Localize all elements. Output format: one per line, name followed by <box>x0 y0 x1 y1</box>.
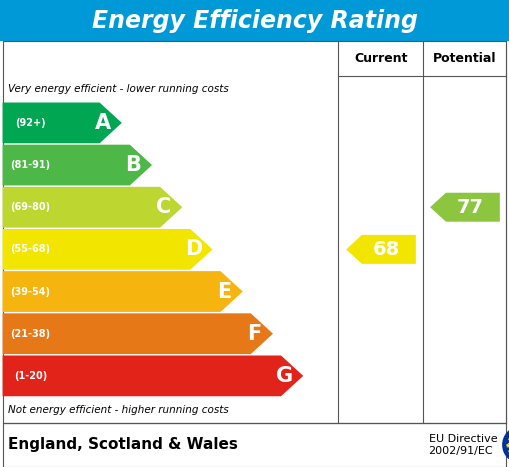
Text: Energy Efficiency Rating: Energy Efficiency Rating <box>92 8 417 33</box>
Text: Very energy efficient - lower running costs: Very energy efficient - lower running co… <box>8 84 229 94</box>
Text: 68: 68 <box>373 240 400 259</box>
Text: (39-54): (39-54) <box>11 287 50 297</box>
Polygon shape <box>430 193 500 222</box>
Text: (69-80): (69-80) <box>11 202 50 212</box>
Text: Not energy efficient - higher running costs: Not energy efficient - higher running co… <box>8 405 229 415</box>
Polygon shape <box>3 187 182 227</box>
Polygon shape <box>3 271 243 312</box>
Text: EU Directive
2002/91/EC: EU Directive 2002/91/EC <box>429 434 497 456</box>
Bar <box>3 41 506 423</box>
Text: (21-38): (21-38) <box>11 329 50 339</box>
Text: D: D <box>185 240 202 259</box>
Text: (81-91): (81-91) <box>11 160 50 170</box>
Text: E: E <box>217 282 231 302</box>
Text: G: G <box>276 366 293 386</box>
Text: A: A <box>95 113 111 133</box>
Text: Potential: Potential <box>433 52 497 65</box>
Polygon shape <box>346 235 416 264</box>
Text: 77: 77 <box>457 198 484 217</box>
Polygon shape <box>3 313 273 354</box>
Polygon shape <box>3 145 152 185</box>
Text: C: C <box>156 197 171 217</box>
Text: B: B <box>125 155 141 175</box>
Polygon shape <box>3 355 303 396</box>
Polygon shape <box>3 229 213 270</box>
Bar <box>3 423 506 467</box>
Ellipse shape <box>502 426 509 463</box>
Text: Current: Current <box>354 52 408 65</box>
Bar <box>0 0 509 41</box>
Text: (55-68): (55-68) <box>11 244 50 255</box>
Text: (92+): (92+) <box>15 118 46 128</box>
Text: F: F <box>247 324 261 344</box>
Text: England, Scotland & Wales: England, Scotland & Wales <box>8 437 238 453</box>
Text: (1-20): (1-20) <box>14 371 47 381</box>
Polygon shape <box>3 102 122 143</box>
